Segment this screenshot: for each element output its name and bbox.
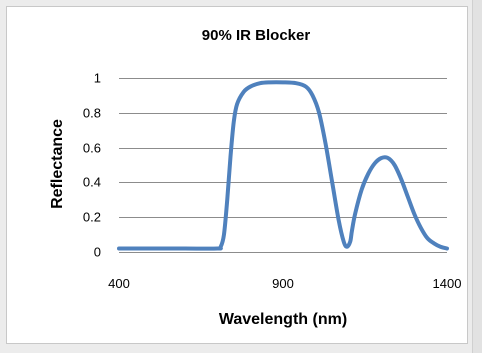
x-axis-ticks: 400 900 1400 (108, 276, 461, 291)
y-tick-label: 1 (94, 71, 101, 86)
x-axis-title: Wavelength (nm) (219, 311, 347, 328)
grid (119, 78, 447, 253)
series-line-reflectance (117, 80, 449, 251)
y-tick-label: 0.2 (83, 210, 101, 225)
chart-frame (6, 6, 468, 344)
y-tick-label: 0 (94, 245, 101, 260)
y-axis-title: Reflectance (49, 119, 66, 209)
y-tick-label: 0.6 (83, 141, 101, 156)
x-tick-label: 900 (272, 276, 294, 291)
window-edge (472, 0, 482, 353)
y-axis-ticks: 0 0.2 0.4 0.6 0.8 1 (83, 71, 101, 260)
y-tick-label: 0.4 (83, 175, 101, 190)
chart-title: 90% IR Blocker (202, 27, 311, 44)
x-tick-label: 1400 (433, 276, 462, 291)
x-tick-label: 400 (108, 276, 130, 291)
y-tick-label: 0.8 (83, 106, 101, 121)
